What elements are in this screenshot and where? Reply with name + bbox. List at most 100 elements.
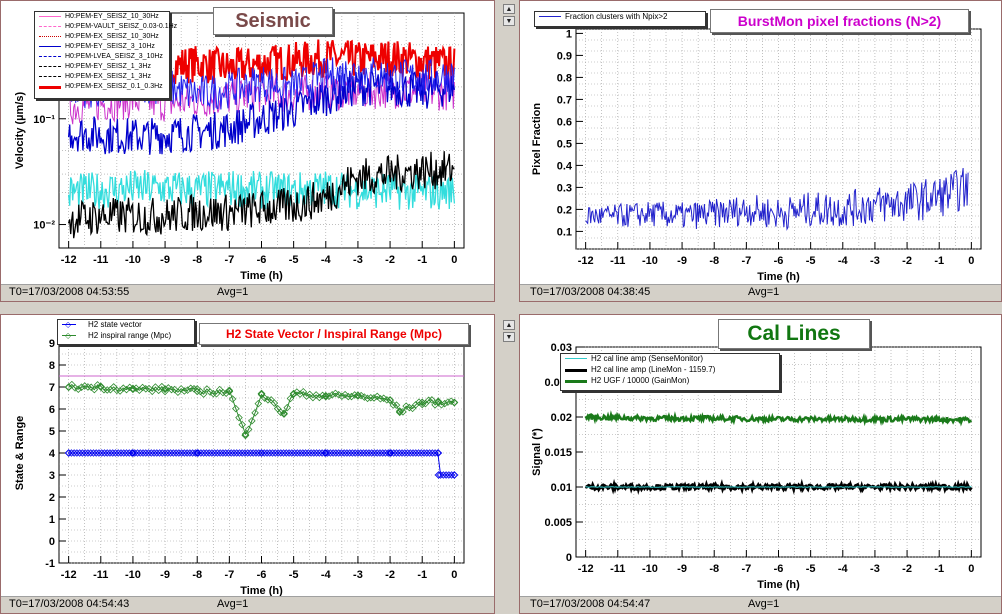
x-tick-label: -6 bbox=[774, 255, 784, 267]
data-point bbox=[158, 449, 167, 457]
y-tick-label: 10⁻¹ bbox=[33, 114, 55, 126]
data-point bbox=[86, 449, 95, 457]
footer-avg: Avg=1 bbox=[217, 286, 249, 298]
data-point bbox=[302, 392, 311, 400]
legend-label: H0:PEM-EY_SEISZ_3_10Hz bbox=[65, 43, 155, 50]
status-footer: T0=17/03/2008 04:38:45 Avg=1 bbox=[520, 284, 1001, 301]
scroll-up-icon[interactable]: ▲ bbox=[503, 320, 515, 330]
data-point bbox=[384, 449, 393, 457]
x-tick-label: -3 bbox=[870, 563, 880, 575]
data-point bbox=[315, 393, 324, 402]
data-point bbox=[213, 449, 222, 457]
y-tick-label: 4 bbox=[49, 448, 56, 460]
legend-item: H2 cal line amp (SenseMonitor) bbox=[561, 354, 779, 365]
x-tick-label: -1 bbox=[417, 254, 427, 266]
data-point bbox=[216, 449, 224, 457]
data-point bbox=[114, 449, 123, 457]
x-tick-label: -4 bbox=[321, 569, 332, 581]
data-point bbox=[406, 449, 415, 457]
series-line bbox=[584, 478, 973, 496]
data-point bbox=[235, 449, 244, 457]
status-footer: T0=17/03/2008 04:54:43 Avg=1 bbox=[1, 596, 494, 613]
legend-item: H0:PEM-EX_SEISZ_0.1_0.3Hz bbox=[35, 82, 169, 92]
data-point bbox=[73, 449, 81, 457]
x-tick-label: -12 bbox=[578, 563, 594, 575]
x-tick-label: -7 bbox=[741, 563, 751, 575]
x-tick-label: -11 bbox=[610, 255, 625, 267]
data-point bbox=[280, 410, 288, 418]
y-tick-label: 0.5 bbox=[557, 138, 572, 150]
series-h0-pem-ex-seisz-1-3hz bbox=[67, 151, 455, 239]
legend-label: Fraction clusters with Npix>2 bbox=[565, 12, 668, 21]
data-point bbox=[379, 394, 388, 403]
x-tick-label: -9 bbox=[160, 254, 170, 266]
scroll-down-icon[interactable]: ▼ bbox=[503, 332, 515, 342]
legend-label: H0:PEM-EX_SEISZ_10_30Hz bbox=[65, 33, 159, 40]
data-point bbox=[440, 399, 449, 408]
legend-label: H0:PEM-EY_SEISZ_1_3Hz bbox=[65, 63, 151, 70]
data-point bbox=[225, 386, 234, 395]
x-tick-label: -7 bbox=[224, 254, 234, 266]
footer-avg: Avg=1 bbox=[217, 598, 249, 610]
panel-title: Seismic bbox=[213, 7, 333, 35]
horizontal-splitter[interactable] bbox=[0, 302, 1002, 314]
legend-swatch: ◇ bbox=[62, 320, 76, 329]
data-point bbox=[280, 409, 288, 418]
x-tick-label: -6 bbox=[774, 563, 784, 575]
data-point bbox=[119, 449, 128, 457]
legend-item: H0:PEM-EX_SEISZ_10_30Hz bbox=[35, 32, 169, 42]
panel-title: Cal Lines bbox=[718, 319, 870, 349]
y-tick-label: 1 bbox=[49, 514, 55, 526]
x-tick-label: -11 bbox=[93, 569, 108, 581]
data-point bbox=[248, 417, 256, 425]
data-point bbox=[386, 396, 394, 405]
data-point bbox=[307, 449, 315, 457]
data-point bbox=[445, 471, 453, 479]
y-tick-label: 0.1 bbox=[557, 226, 572, 238]
data-point bbox=[128, 449, 136, 457]
x-tick-label: -1 bbox=[417, 569, 427, 581]
data-point bbox=[147, 449, 156, 457]
data-point bbox=[428, 396, 436, 404]
x-axis-label: Time (h) bbox=[757, 579, 800, 591]
y-tick-label: -1 bbox=[45, 558, 55, 570]
scroll-up-icon[interactable]: ▲ bbox=[503, 4, 515, 14]
data-point bbox=[289, 389, 298, 398]
data-point bbox=[415, 398, 423, 406]
data-point bbox=[354, 449, 362, 457]
data-point bbox=[312, 449, 321, 457]
data-point bbox=[167, 385, 176, 394]
x-tick-label: -5 bbox=[806, 255, 816, 267]
data-point bbox=[299, 449, 307, 457]
data-point bbox=[420, 449, 428, 457]
data-point bbox=[67, 449, 76, 457]
data-point bbox=[249, 449, 258, 457]
h2-state-plot: -12 -11 -10 -9 -8 -7 -6 -5 -4 -3 -2 -1 0-10123456789… bbox=[14, 338, 465, 597]
data-point bbox=[194, 449, 202, 457]
series-h0-pem-ey-seisz-3-10hz bbox=[67, 69, 456, 155]
data-point bbox=[183, 449, 191, 457]
data-point bbox=[199, 390, 208, 398]
data-point bbox=[103, 386, 111, 394]
data-point bbox=[180, 449, 189, 457]
data-point bbox=[271, 449, 280, 457]
data-point bbox=[89, 449, 98, 457]
footer-time: T0=17/03/2008 04:53:55 bbox=[9, 286, 130, 298]
scroll-down-icon[interactable]: ▼ bbox=[503, 16, 515, 26]
legend-swatch bbox=[565, 358, 587, 359]
data-point bbox=[238, 449, 246, 457]
data-point bbox=[312, 391, 320, 399]
data-point bbox=[129, 449, 137, 457]
data-point bbox=[424, 396, 433, 405]
legend-label: H2 cal line amp (LineMon - 1159.7) bbox=[591, 365, 716, 374]
legend-item: H0:PEM-EY_SEISZ_10_30Hz bbox=[35, 12, 169, 22]
data-point bbox=[345, 449, 354, 457]
data-point bbox=[64, 383, 73, 391]
data-point bbox=[142, 385, 150, 393]
data-point bbox=[111, 449, 120, 457]
data-point bbox=[417, 449, 426, 457]
data-point bbox=[270, 399, 279, 407]
y-tick-label: 0.03 bbox=[551, 342, 572, 354]
data-point bbox=[268, 449, 277, 457]
y-tick-label: 5 bbox=[49, 426, 55, 438]
